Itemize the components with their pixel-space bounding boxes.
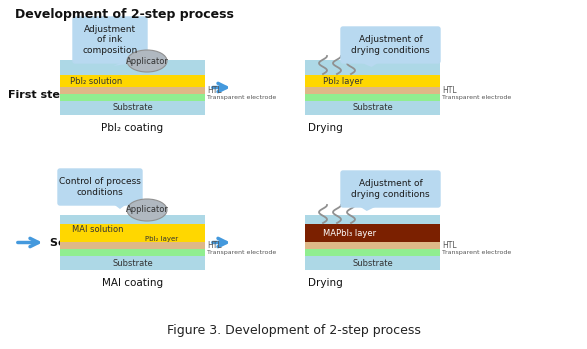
Bar (60, 75, 205, 87)
Bar (305, 101, 440, 115)
Text: Figure 3. Development of 2-step process: Figure 3. Development of 2-step process (167, 324, 420, 337)
Text: Transparent electrode: Transparent electrode (207, 250, 276, 255)
Text: Substrate: Substrate (352, 259, 393, 267)
Text: Substrate: Substrate (112, 104, 153, 112)
Text: PbI₂ layer: PbI₂ layer (323, 76, 363, 86)
Bar (305, 87, 440, 94)
Text: HTL: HTL (442, 241, 457, 250)
Text: HTL: HTL (207, 86, 222, 95)
Text: MAI solution: MAI solution (72, 225, 124, 235)
Bar (60, 242, 205, 249)
Text: Drying: Drying (308, 123, 342, 133)
Text: Transparent electrode: Transparent electrode (442, 95, 511, 100)
Bar (60, 60, 205, 115)
Bar (60, 101, 205, 115)
Text: Substrate: Substrate (352, 104, 393, 112)
Polygon shape (357, 205, 379, 211)
Text: PbI₂ layer: PbI₂ layer (145, 236, 178, 242)
Bar (305, 224, 440, 242)
Text: Transparent electrode: Transparent electrode (207, 95, 276, 100)
Bar (60, 256, 205, 270)
Text: Adjustment of
drying conditions: Adjustment of drying conditions (351, 179, 430, 199)
FancyBboxPatch shape (73, 17, 147, 63)
Text: Control of process
conditions: Control of process conditions (59, 177, 141, 197)
Bar (305, 94, 440, 101)
Polygon shape (357, 61, 381, 67)
FancyBboxPatch shape (58, 169, 142, 205)
Bar (60, 87, 205, 94)
FancyBboxPatch shape (341, 171, 440, 207)
Text: Adjustment
of ink
composition: Adjustment of ink composition (82, 25, 137, 55)
FancyBboxPatch shape (341, 27, 440, 63)
Text: HTL: HTL (442, 86, 457, 95)
Text: Transparent electrode: Transparent electrode (442, 250, 511, 255)
Polygon shape (112, 203, 128, 209)
Polygon shape (113, 61, 145, 66)
Ellipse shape (127, 199, 167, 221)
Text: Applicator: Applicator (126, 206, 168, 215)
Bar (305, 60, 440, 115)
Text: HTL: HTL (207, 241, 222, 250)
Bar (60, 215, 205, 270)
Bar (60, 224, 205, 236)
Text: Substrate: Substrate (112, 259, 153, 267)
Bar (60, 249, 205, 256)
Text: Development of 2-step process: Development of 2-step process (15, 8, 234, 21)
Bar (305, 256, 440, 270)
Text: Applicator: Applicator (126, 57, 168, 66)
Bar (305, 75, 440, 87)
Text: Second step: Second step (50, 238, 127, 247)
Bar (60, 236, 205, 242)
Text: MAI coating: MAI coating (102, 278, 163, 288)
Text: First step: First step (8, 90, 68, 100)
Text: PbI₂ solution: PbI₂ solution (70, 76, 122, 86)
Bar (60, 94, 205, 101)
Ellipse shape (127, 50, 167, 72)
Text: PbI₂ coating: PbI₂ coating (102, 123, 164, 133)
Text: Drying: Drying (308, 278, 342, 288)
Text: Adjustment of
drying conditions: Adjustment of drying conditions (351, 35, 430, 55)
Bar (305, 249, 440, 256)
Bar (305, 242, 440, 249)
Text: MAPbI₃ layer: MAPbI₃ layer (323, 229, 377, 238)
Bar (305, 215, 440, 270)
